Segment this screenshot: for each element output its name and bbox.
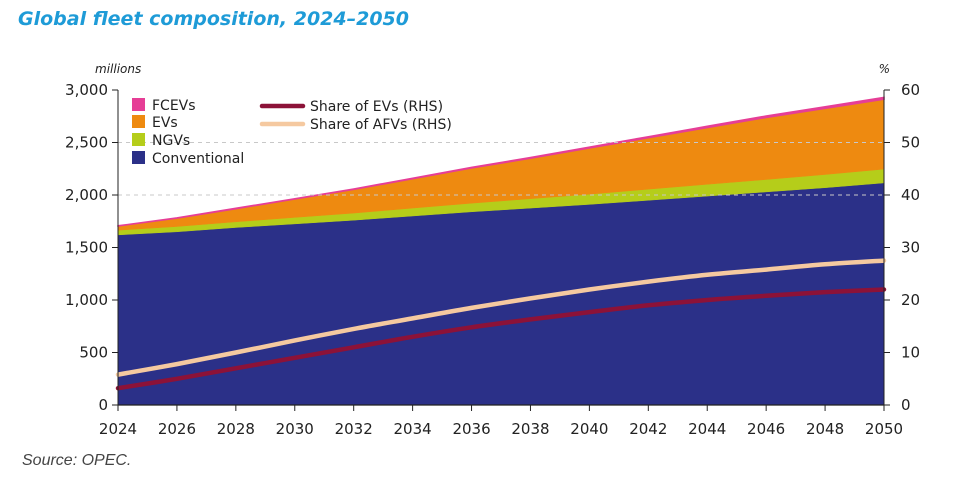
- y-left-tick-label: 1,000: [65, 291, 108, 309]
- x-tick-label: 2032: [335, 420, 373, 438]
- y-left-tick-label: 2,000: [65, 186, 108, 204]
- y-right-tick-label: 60: [901, 81, 920, 99]
- y-left-tick-label: 1,500: [65, 239, 108, 257]
- line-share-of-afvs-rhs: [115, 258, 887, 377]
- x-tick-label: 2040: [570, 420, 608, 438]
- legend-swatch-fcevs: [132, 98, 145, 111]
- y-right-tick-label: 30: [901, 239, 920, 257]
- y-right-tick-label: 20: [901, 291, 920, 309]
- legend-swatch-conventional: [132, 151, 145, 164]
- legend-label-share-of-afvs-rhs: Share of AFVs (RHS): [310, 117, 452, 133]
- share-lines: [115, 258, 887, 391]
- legend-label-share-of-evs-rhs: Share of EVs (RHS): [310, 99, 443, 115]
- legend-label-conventional: Conventional: [152, 151, 244, 167]
- x-tick-label: 2036: [452, 420, 490, 438]
- x-tick-label: 2044: [688, 420, 726, 438]
- legend-swatch-evs: [132, 115, 145, 128]
- y-left-unit-label: millions: [95, 62, 141, 76]
- x-tick-label: 2034: [394, 420, 432, 438]
- y-right-unit-label: %: [879, 62, 890, 76]
- chart-title: Global fleet composition, 2024–2050: [18, 8, 409, 30]
- legend-label-fcevs: FCEVs: [152, 98, 196, 114]
- y-right-tick-label: 40: [901, 186, 920, 204]
- source-note: Source: OPEC.: [22, 452, 132, 469]
- x-tick-label: 2046: [747, 420, 785, 438]
- y-left-tick-label: 2,500: [65, 134, 108, 152]
- y-right-tick-label: 0: [901, 396, 911, 414]
- y-right-tick-label: 50: [901, 134, 920, 152]
- x-tick-label: 2030: [276, 420, 314, 438]
- legend-swatch-ngvs: [132, 133, 145, 146]
- y-left-tick-label: 3,000: [65, 81, 108, 99]
- x-tick-label: 2050: [865, 420, 903, 438]
- x-tick-label: 2024: [99, 420, 137, 438]
- axes: 05001,0001,5002,0002,5003,00001020304050…: [65, 62, 920, 438]
- stacked-areas: [117, 96, 885, 406]
- y-right-tick-label: 10: [901, 344, 920, 362]
- legend-label-ngvs: NGVs: [152, 133, 190, 149]
- y-left-tick-label: 0: [98, 396, 108, 414]
- x-tick-label: 2028: [217, 420, 255, 438]
- legend-label-evs: EVs: [152, 115, 178, 131]
- x-tick-label: 2042: [629, 420, 667, 438]
- x-tick-label: 2048: [806, 420, 844, 438]
- y-left-tick-label: 500: [79, 344, 108, 362]
- line-share-of-evs-rhs: [115, 287, 887, 391]
- x-tick-label: 2026: [158, 420, 196, 438]
- x-tick-label: 2038: [511, 420, 549, 438]
